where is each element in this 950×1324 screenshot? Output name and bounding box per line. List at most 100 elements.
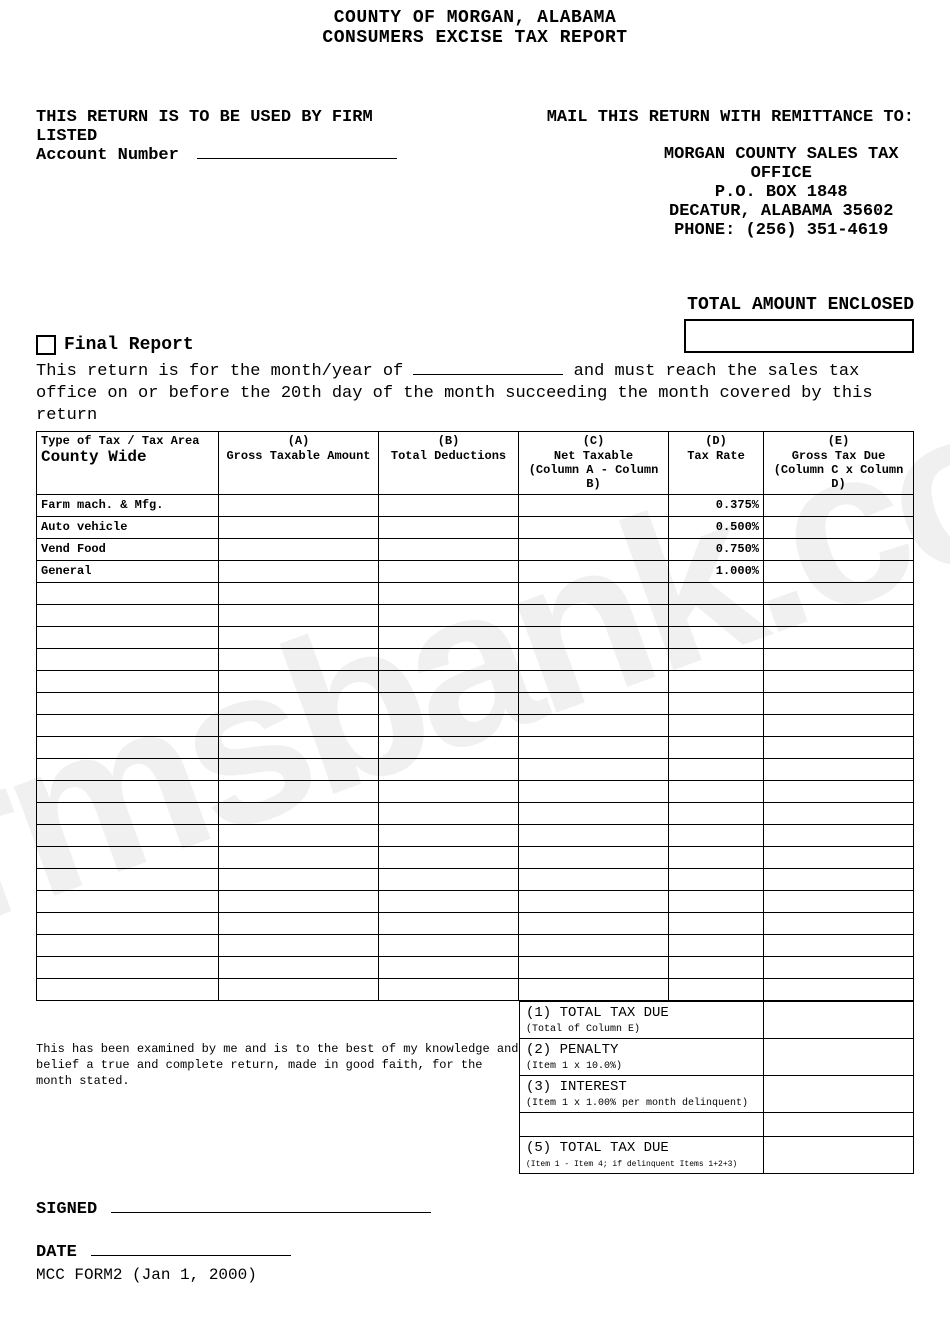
row-a-input[interactable]: [219, 648, 379, 670]
row-b-input[interactable]: [379, 736, 519, 758]
row-e-input[interactable]: [764, 560, 914, 582]
row-d-input[interactable]: [669, 692, 764, 714]
row-type-input[interactable]: [37, 890, 219, 912]
row-d-input[interactable]: [669, 714, 764, 736]
row-c-input[interactable]: [519, 670, 669, 692]
row-a-input[interactable]: [219, 758, 379, 780]
row-type-input[interactable]: [37, 824, 219, 846]
row-a-input[interactable]: [219, 604, 379, 626]
row-c-input[interactable]: [519, 736, 669, 758]
row-b-input[interactable]: [379, 890, 519, 912]
row-c-input[interactable]: [519, 846, 669, 868]
row-c-input[interactable]: [519, 604, 669, 626]
row-a-input[interactable]: [219, 912, 379, 934]
row-e-input[interactable]: [764, 736, 914, 758]
sum-4-input[interactable]: [764, 1112, 914, 1136]
row-a-input[interactable]: [219, 824, 379, 846]
row-type-input[interactable]: [37, 582, 219, 604]
row-b-input[interactable]: [379, 648, 519, 670]
row-e-input[interactable]: [764, 516, 914, 538]
row-type-input[interactable]: [37, 692, 219, 714]
row-c-input[interactable]: [519, 758, 669, 780]
signed-input[interactable]: [111, 1212, 431, 1213]
row-b-input[interactable]: [379, 824, 519, 846]
row-a-input[interactable]: [219, 494, 379, 516]
row-c-input[interactable]: [519, 956, 669, 978]
row-e-input[interactable]: [764, 890, 914, 912]
row-d-input[interactable]: [669, 890, 764, 912]
row-c-input[interactable]: [519, 692, 669, 714]
row-a-input[interactable]: [219, 780, 379, 802]
row-e-input[interactable]: [764, 758, 914, 780]
row-e-input[interactable]: [764, 978, 914, 1000]
row-b-input[interactable]: [379, 692, 519, 714]
row-b-input[interactable]: [379, 978, 519, 1000]
row-c-input[interactable]: [519, 934, 669, 956]
sum-5-input[interactable]: [764, 1136, 914, 1173]
row-type-input[interactable]: [37, 802, 219, 824]
period-input[interactable]: [413, 374, 563, 375]
row-d-input[interactable]: [669, 868, 764, 890]
row-d-input[interactable]: [669, 780, 764, 802]
row-c-input[interactable]: [519, 648, 669, 670]
row-type-input[interactable]: [37, 780, 219, 802]
row-a-input[interactable]: [219, 692, 379, 714]
row-b-input[interactable]: [379, 538, 519, 560]
account-number-input[interactable]: [197, 158, 397, 159]
row-e-input[interactable]: [764, 692, 914, 714]
row-b-input[interactable]: [379, 758, 519, 780]
row-b-input[interactable]: [379, 956, 519, 978]
row-c-input[interactable]: [519, 494, 669, 516]
row-a-input[interactable]: [219, 670, 379, 692]
sum-2-input[interactable]: [764, 1038, 914, 1075]
row-b-input[interactable]: [379, 714, 519, 736]
row-type-input[interactable]: [37, 934, 219, 956]
row-b-input[interactable]: [379, 560, 519, 582]
row-b-input[interactable]: [379, 582, 519, 604]
row-c-input[interactable]: [519, 516, 669, 538]
row-a-input[interactable]: [219, 626, 379, 648]
sum-4-blank[interactable]: [520, 1112, 764, 1136]
row-type-input[interactable]: [37, 978, 219, 1000]
row-a-input[interactable]: [219, 978, 379, 1000]
row-c-input[interactable]: [519, 780, 669, 802]
row-d-input[interactable]: [669, 604, 764, 626]
row-a-input[interactable]: [219, 538, 379, 560]
row-c-input[interactable]: [519, 626, 669, 648]
final-report-checkbox[interactable]: [36, 335, 56, 355]
row-c-input[interactable]: [519, 582, 669, 604]
row-c-input[interactable]: [519, 890, 669, 912]
row-d-input[interactable]: [669, 736, 764, 758]
row-d-input[interactable]: [669, 648, 764, 670]
row-e-input[interactable]: [764, 868, 914, 890]
row-a-input[interactable]: [219, 736, 379, 758]
row-e-input[interactable]: [764, 934, 914, 956]
row-d-input[interactable]: [669, 626, 764, 648]
row-d-input[interactable]: [669, 802, 764, 824]
row-e-input[interactable]: [764, 670, 914, 692]
row-b-input[interactable]: [379, 604, 519, 626]
row-d-input[interactable]: [669, 758, 764, 780]
row-d-input[interactable]: [669, 978, 764, 1000]
row-c-input[interactable]: [519, 912, 669, 934]
row-type-input[interactable]: [37, 912, 219, 934]
row-c-input[interactable]: [519, 538, 669, 560]
row-a-input[interactable]: [219, 582, 379, 604]
row-b-input[interactable]: [379, 626, 519, 648]
row-d-input[interactable]: [669, 846, 764, 868]
row-b-input[interactable]: [379, 868, 519, 890]
row-e-input[interactable]: [764, 538, 914, 560]
row-d-input[interactable]: [669, 956, 764, 978]
row-c-input[interactable]: [519, 714, 669, 736]
row-b-input[interactable]: [379, 494, 519, 516]
row-a-input[interactable]: [219, 890, 379, 912]
row-e-input[interactable]: [764, 912, 914, 934]
row-d-input[interactable]: [669, 934, 764, 956]
row-a-input[interactable]: [219, 802, 379, 824]
row-e-input[interactable]: [764, 604, 914, 626]
row-b-input[interactable]: [379, 780, 519, 802]
row-e-input[interactable]: [764, 626, 914, 648]
row-d-input[interactable]: [669, 670, 764, 692]
row-c-input[interactable]: [519, 802, 669, 824]
row-b-input[interactable]: [379, 670, 519, 692]
